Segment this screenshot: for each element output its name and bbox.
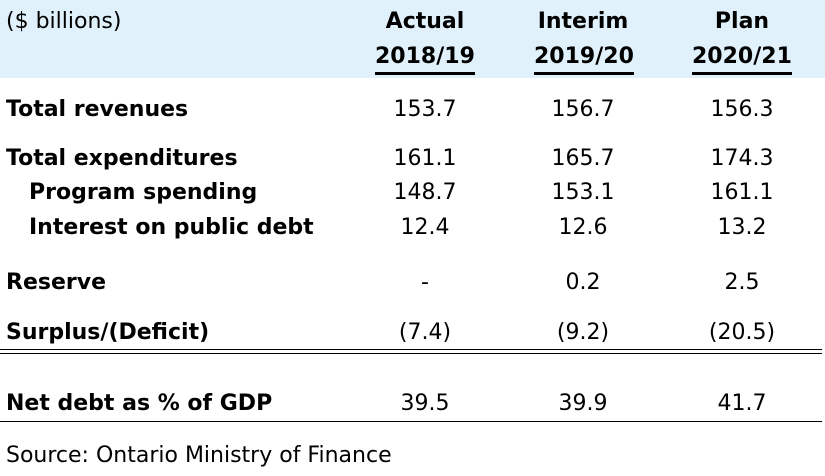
cell-actual: 39.5 xyxy=(400,391,450,416)
cell-actual: 12.4 xyxy=(400,215,450,240)
units-label: ($ billions) xyxy=(6,9,122,34)
cell-actual: 153.7 xyxy=(393,97,457,122)
cell-plan: 174.3 xyxy=(710,146,774,171)
table-row-interest: Interest on public debt 12.4 12.6 13.2 xyxy=(0,215,825,245)
row-label: Program spending xyxy=(29,180,258,205)
cell-actual: - xyxy=(421,270,429,295)
source-note: Source: Ontario Ministry of Finance xyxy=(6,443,392,468)
cell-interim: 0.2 xyxy=(565,270,601,295)
cell-interim: 156.7 xyxy=(551,97,615,122)
row-label: Surplus/(Deficit) xyxy=(6,320,210,345)
table-row-program-spending: Program spending 148.7 153.1 161.1 xyxy=(0,180,825,210)
column-header-actual: Actual xyxy=(385,9,465,34)
column-year-interim: 2019/20 xyxy=(534,44,634,75)
row-label: Interest on public debt xyxy=(29,215,314,240)
row-label: Reserve xyxy=(6,270,106,295)
cell-interim: 153.1 xyxy=(551,180,615,205)
cell-plan: 2.5 xyxy=(724,270,760,295)
column-header-plan: Plan xyxy=(714,9,770,34)
column-year-actual: 2018/19 xyxy=(375,44,475,75)
cell-interim: 39.9 xyxy=(558,391,608,416)
table-row-net-debt: Net debt as % of GDP 39.5 39.9 41.7 xyxy=(0,391,825,421)
cell-actual: 161.1 xyxy=(393,146,457,171)
bottom-rule-divider xyxy=(0,421,822,422)
cell-actual: 148.7 xyxy=(393,180,457,205)
cell-plan: 156.3 xyxy=(710,97,774,122)
cell-plan: 13.2 xyxy=(717,215,767,240)
table-row-total-revenues: Total revenues 153.7 156.7 156.3 xyxy=(0,97,825,127)
cell-plan: (20.5) xyxy=(708,320,776,345)
row-label: Total expenditures xyxy=(6,146,238,171)
cell-interim: (9.2) xyxy=(556,320,610,345)
cell-actual: (7.4) xyxy=(398,320,452,345)
column-year-plan: 2020/21 xyxy=(692,44,792,75)
table-header: ($ billions) Actual Interim Plan 2018/19… xyxy=(0,0,825,78)
double-rule-divider xyxy=(0,349,822,354)
row-label: Net debt as % of GDP xyxy=(6,391,273,416)
table-row-reserve: Reserve - 0.2 2.5 xyxy=(0,270,825,300)
row-label: Total revenues xyxy=(6,97,189,122)
cell-interim: 12.6 xyxy=(558,215,608,240)
table-row-surplus-deficit: Surplus/(Deficit) (7.4) (9.2) (20.5) xyxy=(0,320,825,350)
cell-interim: 165.7 xyxy=(551,146,615,171)
table-row-total-expenditures: Total expenditures 161.1 165.7 174.3 xyxy=(0,146,825,176)
cell-plan: 161.1 xyxy=(710,180,774,205)
column-header-interim: Interim xyxy=(537,9,629,34)
cell-plan: 41.7 xyxy=(717,391,767,416)
